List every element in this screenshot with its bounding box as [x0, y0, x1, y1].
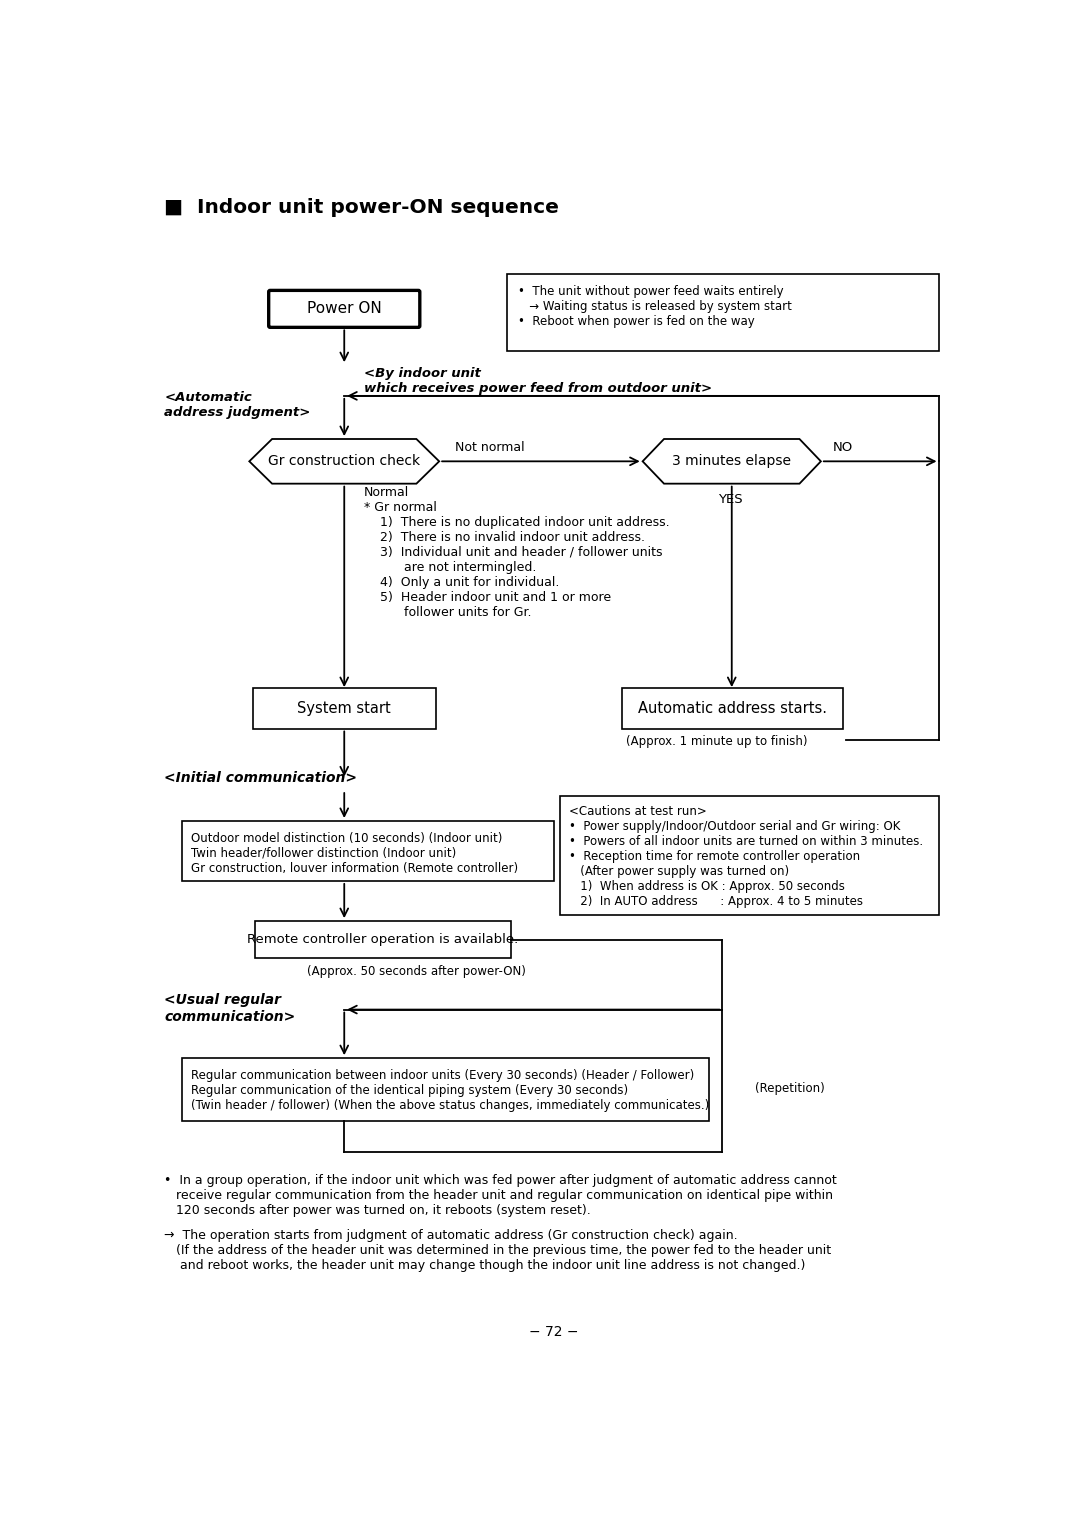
Text: NO: NO — [833, 442, 853, 454]
FancyBboxPatch shape — [269, 290, 420, 327]
Text: (Approx. 50 seconds after power-ON): (Approx. 50 seconds after power-ON) — [307, 964, 526, 978]
Text: YES: YES — [718, 494, 742, 506]
Bar — [181, 1057, 708, 1122]
Text: •  The unit without power feed waits entirely
   → Waiting status is released by: • The unit without power feed waits enti… — [517, 286, 792, 329]
Polygon shape — [249, 439, 440, 484]
Bar — [622, 689, 842, 729]
Text: Gr construction check: Gr construction check — [268, 454, 420, 468]
Polygon shape — [643, 439, 821, 484]
Bar — [255, 921, 511, 958]
Text: Outdoor model distinction (10 seconds) (Indoor unit)
Twin header/follower distin: Outdoor model distinction (10 seconds) (… — [191, 831, 518, 874]
Bar — [559, 796, 940, 915]
Text: <Cautions at test run>
•  Power supply/Indoor/Outdoor serial and Gr wiring: OK
•: <Cautions at test run> • Power supply/In… — [569, 805, 923, 908]
Text: (Repetition): (Repetition) — [755, 1082, 825, 1096]
Text: ■  Indoor unit power-ON sequence: ■ Indoor unit power-ON sequence — [164, 199, 559, 217]
Text: <By indoor unit
which receives power feed from outdoor unit>: <By indoor unit which receives power fee… — [364, 367, 712, 394]
Text: System start: System start — [297, 701, 391, 717]
Text: (Approx. 1 minute up to finish): (Approx. 1 minute up to finish) — [625, 735, 807, 747]
Text: 3 minutes elapse: 3 minutes elapse — [672, 454, 792, 468]
Text: <Automatic
address judgment>: <Automatic address judgment> — [164, 391, 311, 419]
Text: →  The operation starts from judgment of automatic address (Gr construction chec: → The operation starts from judgment of … — [164, 1229, 832, 1271]
Text: <Usual regular
communication>: <Usual regular communication> — [164, 993, 296, 1024]
Text: Power ON: Power ON — [307, 301, 381, 316]
Text: <Initial communication>: <Initial communication> — [164, 770, 357, 785]
Text: Not normal: Not normal — [455, 440, 524, 454]
Text: Regular communication between indoor units (Every 30 seconds) (Header / Follower: Regular communication between indoor uni… — [191, 1070, 710, 1112]
Bar — [253, 689, 435, 729]
Text: Normal
* Gr normal
    1)  There is no duplicated indoor unit address.
    2)  T: Normal * Gr normal 1) There is no duplic… — [364, 486, 670, 619]
Text: •  In a group operation, if the indoor unit which was fed power after judgment o: • In a group operation, if the indoor un… — [164, 1174, 837, 1216]
Text: Remote controller operation is available.: Remote controller operation is available… — [247, 934, 518, 946]
Text: Automatic address starts.: Automatic address starts. — [637, 701, 826, 717]
Bar — [181, 821, 554, 882]
Bar — [507, 274, 940, 351]
Text: − 72 −: − 72 − — [529, 1325, 578, 1339]
